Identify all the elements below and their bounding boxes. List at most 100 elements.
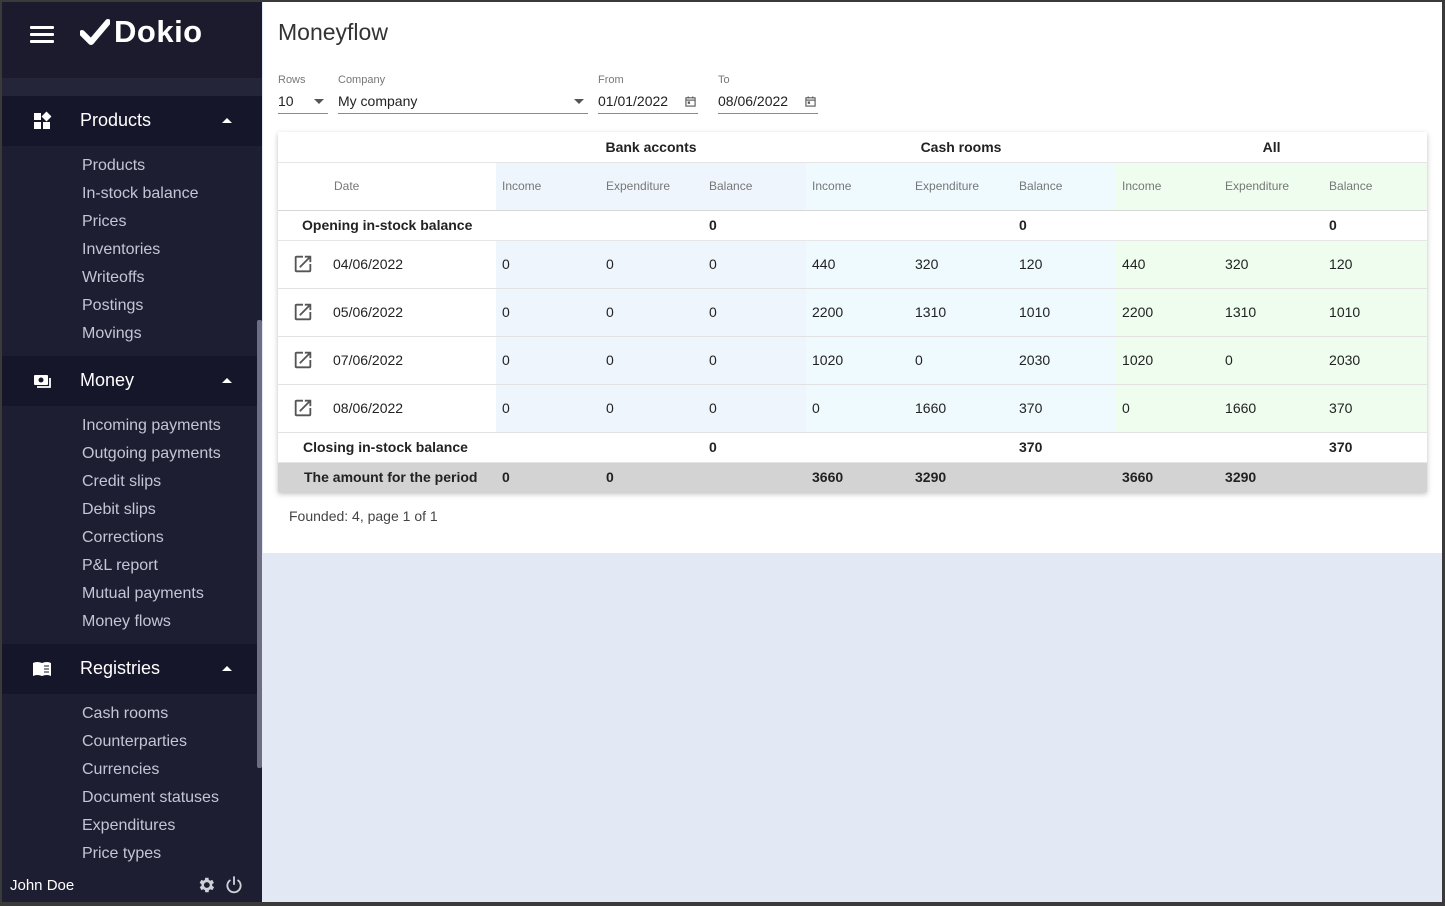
totals-label: The amount for the period — [278, 462, 496, 492]
table-body: 04/06/2022 0 0 0 440 320 120 440 320 120 05/06/202… — [278, 240, 1428, 433]
closing-cash-balance: 370 — [1013, 432, 1117, 463]
power-icon[interactable] — [224, 875, 244, 895]
cell-all-income: 2200 — [1116, 288, 1220, 337]
cell-all-balance: 1010 — [1323, 288, 1428, 337]
column-header-bank-expenditure[interactable]: Expenditure — [600, 162, 703, 211]
company-value: My company — [338, 93, 418, 109]
sidebar-item-mutual-payments[interactable]: Mutual payments — [82, 585, 204, 602]
app-logo[interactable]: Dokio — [80, 14, 203, 49]
sidebar-item-incoming-payments[interactable]: Incoming payments — [82, 417, 221, 434]
cell — [1116, 210, 1220, 241]
total-cell: 3660 — [806, 462, 910, 492]
cell-cash-income: 440 — [806, 240, 910, 289]
sidebar-item-credit-slips[interactable]: Credit slips — [82, 473, 162, 490]
sidebar-item-expenditures[interactable]: Expenditures — [82, 817, 176, 834]
sidebar-item-prices[interactable]: Prices — [82, 213, 127, 230]
open-in-new-icon[interactable] — [292, 253, 314, 275]
sidebar-item-movings[interactable]: Movings — [82, 325, 142, 342]
column-header-all-income[interactable]: Income — [1116, 162, 1220, 211]
company-value-field[interactable]: My company — [338, 88, 588, 114]
to-date-value: 08/06/2022 — [718, 93, 789, 109]
opening-bank-balance: 0 — [703, 210, 807, 241]
sidebar-item-writeoffs[interactable]: Writeoffs — [82, 269, 145, 286]
closing-bank-balance: 0 — [703, 432, 807, 463]
cell-cash-balance: 2030 — [1013, 336, 1117, 385]
sidebar-item-document-statuses[interactable]: Document statuses — [82, 789, 219, 806]
cell-bank-income: 0 — [496, 384, 600, 433]
column-header-date[interactable]: Date — [328, 162, 496, 211]
column-header-bank-income[interactable]: Income — [496, 162, 600, 211]
cell — [496, 432, 600, 463]
cell — [600, 210, 703, 241]
cell-cash-expenditure: 0 — [909, 336, 1014, 385]
company-select[interactable]: Company My company — [338, 74, 588, 114]
column-header-all-expenditure[interactable]: Expenditure — [1219, 162, 1324, 211]
column-header-bank-balance[interactable]: Balance — [703, 162, 807, 211]
cell — [806, 432, 910, 463]
cell — [1219, 210, 1324, 241]
from-date-input[interactable]: 01/01/2022 — [598, 88, 698, 114]
column-header-all-balance[interactable]: Balance — [1323, 162, 1428, 211]
calendar-icon[interactable] — [685, 96, 696, 107]
from-date-field[interactable]: From 01/01/2022 — [598, 74, 698, 114]
cell-bank-expenditure: 0 — [600, 288, 703, 337]
sidebar-item-price-types[interactable]: Price types — [82, 845, 162, 862]
cell-bank-income: 0 — [496, 288, 600, 337]
to-date-input[interactable]: 08/06/2022 — [718, 88, 818, 114]
caret-up-icon — [222, 666, 232, 671]
opening-cash-balance: 0 — [1013, 210, 1117, 241]
moneyflow-table-container: Bank acconts Cash rooms All Date Income … — [278, 132, 1428, 492]
sidebar-item-cash-rooms[interactable]: Cash rooms — [82, 705, 169, 722]
cell — [600, 432, 703, 463]
column-header-cash-balance[interactable]: Balance — [1013, 162, 1117, 211]
column-header-cash-income[interactable]: Income — [806, 162, 910, 211]
user-name: John Doe — [10, 877, 75, 894]
row-date: 07/06/2022 — [328, 336, 496, 385]
open-in-new-icon[interactable] — [292, 349, 314, 371]
sidebar-spacer — [2, 78, 262, 96]
sidebar-scrollbar[interactable] — [257, 320, 262, 768]
sidebar-group-money[interactable]: Money — [2, 356, 262, 406]
moneyflow-card: Moneyflow Rows 10 Company My company Fro… — [263, 2, 1442, 553]
row-date: 04/06/2022 — [328, 240, 496, 289]
sidebar-item-counterparties[interactable]: Counterparties — [82, 733, 187, 750]
menu-icon[interactable] — [30, 24, 54, 44]
sidebar-item-inventories[interactable]: Inventories — [82, 241, 161, 258]
sidebar-item-postings[interactable]: Postings — [82, 297, 144, 314]
cell-all-income: 1020 — [1116, 336, 1220, 385]
cell-cash-income: 0 — [806, 384, 910, 433]
totals-row: The amount for the period 0 0 3660 3290 … — [278, 462, 1428, 492]
sidebar-item-debit-slips[interactable]: Debit slips — [82, 501, 156, 518]
dropdown-arrow-icon — [574, 99, 584, 104]
calendar-icon[interactable] — [805, 96, 816, 107]
cell-cash-expenditure: 1660 — [909, 384, 1014, 433]
closing-balance-row: Closing in-stock balance 0 370 370 — [278, 432, 1428, 463]
gear-icon[interactable] — [196, 875, 216, 895]
rows-select[interactable]: Rows 10 — [278, 74, 328, 114]
sidebar: Dokio Products Products In-stock balance… — [2, 2, 262, 902]
opening-balance-label: Opening in-stock balance — [278, 210, 496, 241]
sidebar-item-corrections[interactable]: Corrections — [82, 529, 164, 546]
column-header-cash-expenditure[interactable]: Expenditure — [909, 162, 1014, 211]
to-date-field[interactable]: To 08/06/2022 — [718, 74, 818, 114]
sidebar-group-products[interactable]: Products — [2, 96, 262, 146]
cell-bank-expenditure: 0 — [600, 240, 703, 289]
sidebar-item-products[interactable]: Products — [82, 157, 146, 174]
company-label: Company — [338, 74, 386, 86]
total-cell: 0 — [496, 462, 600, 492]
sidebar-item-pl-report[interactable]: P&L report — [82, 557, 158, 574]
cell-all-balance: 2030 — [1323, 336, 1428, 385]
sidebar-group-registries[interactable]: Registries — [2, 644, 262, 694]
sidebar-item-currencies[interactable]: Currencies — [82, 761, 160, 778]
cell — [1219, 432, 1324, 463]
closing-all-balance: 370 — [1323, 432, 1428, 463]
open-in-new-icon[interactable] — [292, 301, 314, 323]
total-cell: 3660 — [1116, 462, 1220, 492]
sidebar-item-outgoing-payments[interactable]: Outgoing payments — [82, 445, 221, 462]
open-in-new-icon[interactable] — [292, 397, 314, 419]
cell-bank-balance: 0 — [703, 384, 807, 433]
sidebar-item-in-stock-balance[interactable]: In-stock balance — [82, 185, 199, 202]
dashboard-icon — [34, 111, 52, 129]
rows-value-field[interactable]: 10 — [278, 88, 328, 114]
sidebar-item-money-flows[interactable]: Money flows — [82, 613, 171, 630]
